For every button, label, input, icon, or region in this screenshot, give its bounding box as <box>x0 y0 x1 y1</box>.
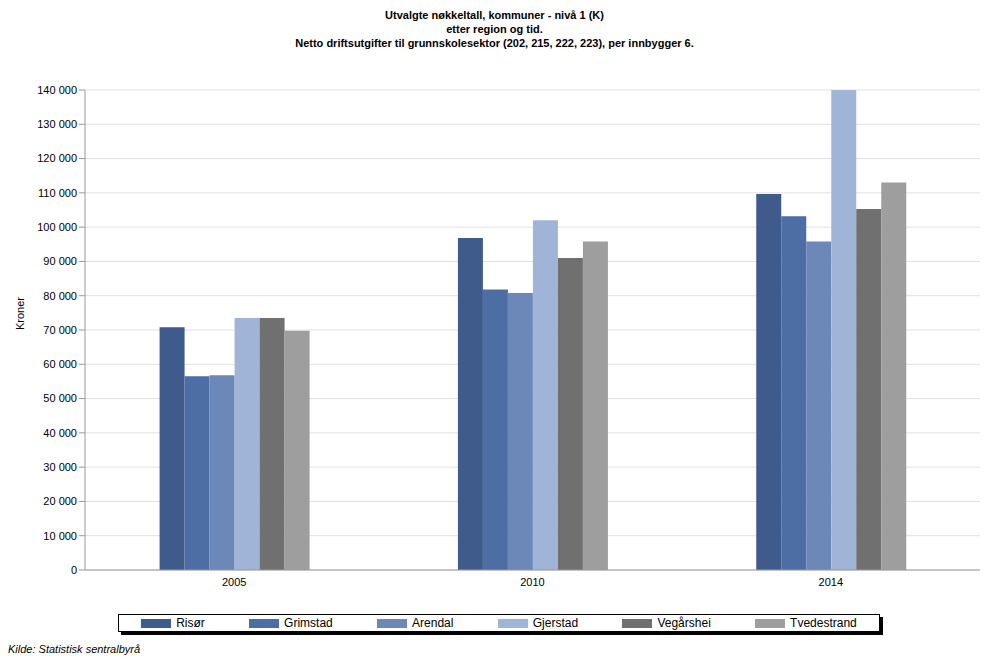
svg-text:10 000: 10 000 <box>43 530 77 542</box>
svg-text:Kroner: Kroner <box>14 297 26 330</box>
svg-text:2014: 2014 <box>819 576 843 588</box>
svg-text:2010: 2010 <box>520 576 544 588</box>
html-text:Kilde: Statistisk sentralbyrå: Kilde: Statistisk sentralbyrå <box>8 643 141 655</box>
html-text:Gjerstad: Gjerstad <box>532 616 579 630</box>
html-text:Vegårshei: Vegårshei <box>657 616 711 630</box>
svg-text:80 000: 80 000 <box>43 290 77 302</box>
svg-text:130 000: 130 000 <box>37 118 77 130</box>
svg-text:110 000: 110 000 <box>38 187 77 199</box>
html-text:Grimstad: Grimstad <box>284 616 333 630</box>
svg-text:30 000: 30 000 <box>43 461 77 473</box>
html-text:Utvalgte nøkkeltall, kommuner: Utvalgte nøkkeltall, kommuner - nivå 1 (… <box>385 9 604 21</box>
svg-text:90 000: 90 000 <box>43 255 77 267</box>
svg-text:0: 0 <box>71 564 77 576</box>
html-text:etter region og tid.: etter region og tid. <box>446 23 543 35</box>
svg-text:70 000: 70 000 <box>43 324 77 336</box>
svg-text:50 000: 50 000 <box>43 392 77 404</box>
svg-text:140 000: 140 000 <box>37 84 77 96</box>
html-text:Netto driftsutgifter til grunn: Netto driftsutgifter til grunnskolesekto… <box>295 37 694 49</box>
svg-text:60 000: 60 000 <box>43 358 77 370</box>
svg-text:120 000: 120 000 <box>37 152 77 164</box>
html-text:Arendal: Arendal <box>412 616 454 630</box>
svg-text:40 000: 40 000 <box>43 427 77 439</box>
svg-text:2005: 2005 <box>222 576 246 588</box>
svg-text:20 000: 20 000 <box>43 495 77 507</box>
html-text:Tvedestrand: Tvedestrand <box>790 616 857 630</box>
html-text:Risør: Risør <box>176 616 205 630</box>
svg-text:100 000: 100 000 <box>37 221 77 233</box>
